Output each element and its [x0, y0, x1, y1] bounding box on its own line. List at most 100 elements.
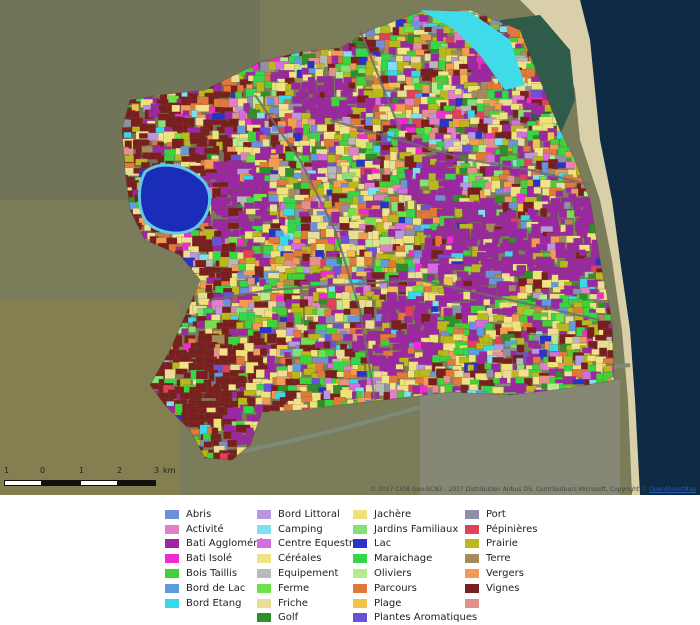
land-parcel[interactable]: [586, 355, 597, 362]
land-parcel[interactable]: [365, 75, 376, 81]
land-parcel[interactable]: [448, 42, 458, 49]
land-parcel[interactable]: [301, 155, 310, 162]
land-parcel[interactable]: [237, 343, 244, 351]
land-parcel[interactable]: [348, 181, 360, 188]
land-parcel[interactable]: [608, 342, 622, 355]
land-parcel[interactable]: [539, 236, 553, 244]
land-parcel[interactable]: [372, 89, 384, 99]
land-parcel[interactable]: [332, 278, 347, 284]
land-parcel[interactable]: [196, 393, 203, 399]
land-parcel[interactable]: [188, 326, 196, 333]
land-parcel[interactable]: [302, 103, 313, 110]
land-parcel[interactable]: [454, 88, 462, 95]
land-parcel[interactable]: [253, 348, 261, 356]
land-parcel[interactable]: [283, 208, 295, 216]
land-parcel[interactable]: [499, 26, 508, 33]
land-parcel[interactable]: [262, 397, 271, 406]
land-parcel[interactable]: [453, 348, 464, 355]
land-parcel[interactable]: [579, 336, 587, 343]
land-parcel[interactable]: [460, 140, 468, 146]
land-parcel[interactable]: [428, 180, 440, 191]
land-parcel[interactable]: [268, 61, 278, 71]
land-parcel[interactable]: [531, 83, 543, 90]
land-parcel[interactable]: [247, 277, 255, 285]
land-parcel[interactable]: [608, 323, 624, 333]
land-parcel[interactable]: [213, 383, 221, 390]
land-parcel[interactable]: [477, 278, 491, 285]
attribution-link[interactable]: OpenStreetMap: [649, 486, 696, 493]
land-parcel[interactable]: [228, 222, 239, 229]
land-parcel[interactable]: [532, 356, 541, 364]
land-parcel[interactable]: [534, 109, 543, 116]
land-parcel[interactable]: [403, 55, 413, 62]
land-parcel[interactable]: [307, 83, 317, 95]
land-parcel[interactable]: [526, 327, 537, 333]
land-parcel[interactable]: [395, 251, 407, 257]
land-parcel[interactable]: [350, 63, 357, 70]
land-parcel[interactable]: [372, 158, 381, 165]
land-parcel[interactable]: [415, 322, 423, 328]
land-parcel[interactable]: [414, 235, 421, 246]
land-parcel[interactable]: [238, 110, 246, 122]
land-parcel[interactable]: [269, 348, 277, 357]
land-parcel[interactable]: [470, 214, 483, 223]
land-parcel[interactable]: [220, 186, 230, 196]
land-parcel[interactable]: [483, 299, 491, 306]
land-parcel[interactable]: [260, 91, 270, 99]
land-parcel[interactable]: [388, 82, 402, 88]
land-parcel[interactable]: [388, 40, 401, 48]
land-parcel[interactable]: [525, 284, 533, 294]
land-parcel[interactable]: [423, 228, 433, 235]
land-parcel[interactable]: [372, 294, 381, 301]
land-parcel[interactable]: [229, 174, 240, 183]
land-parcel[interactable]: [494, 91, 502, 99]
land-parcel[interactable]: [188, 362, 198, 371]
land-parcel[interactable]: [380, 244, 393, 252]
land-parcel[interactable]: [460, 216, 472, 223]
land-parcel[interactable]: [276, 307, 287, 316]
land-parcel[interactable]: [483, 188, 491, 196]
land-parcel[interactable]: [429, 61, 439, 69]
land-parcel[interactable]: [549, 144, 559, 150]
land-parcel[interactable]: [443, 26, 451, 34]
land-parcel[interactable]: [291, 82, 301, 90]
land-parcel[interactable]: [492, 357, 504, 363]
land-parcel[interactable]: [359, 208, 370, 215]
land-parcel[interactable]: [310, 349, 318, 357]
land-parcel[interactable]: [243, 406, 254, 414]
land-parcel[interactable]: [211, 112, 227, 120]
land-parcel[interactable]: [288, 341, 301, 347]
land-parcel[interactable]: [508, 242, 522, 251]
land-parcel[interactable]: [299, 299, 309, 309]
land-parcel[interactable]: [431, 306, 439, 313]
land-parcel[interactable]: [375, 347, 391, 354]
land-parcel[interactable]: [277, 179, 289, 186]
land-parcel[interactable]: [459, 120, 470, 128]
land-parcel[interactable]: [293, 250, 308, 257]
land-parcel[interactable]: [267, 319, 278, 328]
land-parcel[interactable]: [532, 270, 543, 280]
land-parcel[interactable]: [373, 145, 381, 153]
land-parcel[interactable]: [404, 316, 413, 323]
land-parcel[interactable]: [356, 102, 368, 108]
land-parcel[interactable]: [520, 116, 530, 123]
land-parcel[interactable]: [205, 328, 213, 334]
land-parcel[interactable]: [253, 236, 266, 243]
land-parcel[interactable]: [222, 306, 232, 313]
land-parcel[interactable]: [427, 263, 440, 274]
land-parcel[interactable]: [203, 441, 212, 448]
land-parcel[interactable]: [387, 187, 394, 195]
land-parcel[interactable]: [237, 238, 244, 246]
land-parcel[interactable]: [172, 343, 180, 350]
land-parcel[interactable]: [267, 355, 275, 364]
land-parcel[interactable]: [541, 279, 552, 288]
land-parcel[interactable]: [347, 315, 362, 323]
land-parcel[interactable]: [445, 264, 453, 272]
land-parcel[interactable]: [475, 131, 483, 139]
land-parcel[interactable]: [494, 195, 504, 204]
land-parcel[interactable]: [323, 341, 331, 349]
land-parcel[interactable]: [244, 319, 253, 330]
land-parcel[interactable]: [310, 201, 319, 209]
land-parcel[interactable]: [397, 202, 405, 213]
land-parcel[interactable]: [402, 235, 415, 244]
